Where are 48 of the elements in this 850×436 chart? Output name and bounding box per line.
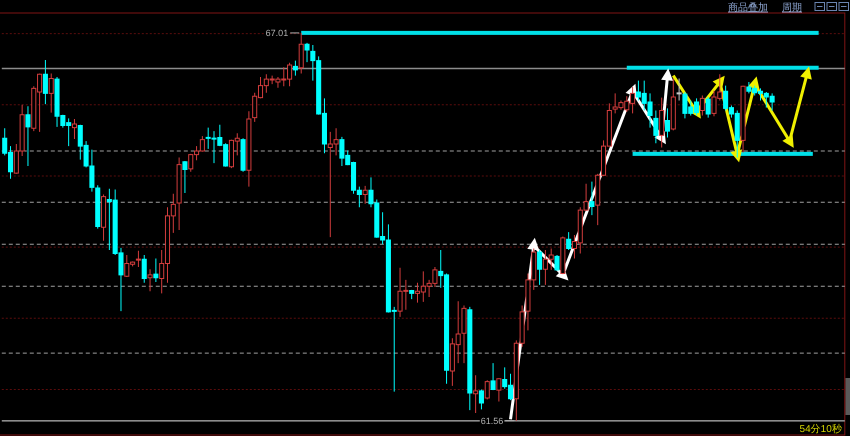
candlestick bbox=[409, 289, 414, 300]
annotation: 67.01 bbox=[266, 28, 288, 38]
candlestick bbox=[461, 304, 467, 364]
candlestick bbox=[484, 380, 490, 400]
candlestick bbox=[148, 268, 153, 292]
annotation: 周期 bbox=[782, 2, 802, 14]
candlestick bbox=[566, 232, 572, 250]
candlestick bbox=[473, 374, 478, 414]
annotation: 54分10秒 bbox=[800, 423, 842, 435]
candlestick bbox=[42, 59, 48, 105]
annotation: 61.56 bbox=[480, 416, 504, 426]
candlestick bbox=[246, 110, 252, 188]
candlestick bbox=[362, 185, 368, 204]
candlestick bbox=[25, 106, 30, 166]
candlestick bbox=[292, 60, 298, 76]
candlestick bbox=[142, 254, 147, 284]
candlestick bbox=[740, 85, 746, 153]
candlestick bbox=[240, 138, 246, 172]
candlestick bbox=[496, 378, 502, 402]
candlestick bbox=[153, 258, 158, 282]
point bbox=[782, 134, 794, 148]
candlestick bbox=[72, 118, 78, 140]
point bbox=[661, 68, 674, 81]
candlestick bbox=[490, 362, 496, 391]
candlestick bbox=[136, 250, 141, 268]
candlestick bbox=[537, 249, 542, 286]
candlestick bbox=[589, 181, 594, 216]
candlestick bbox=[467, 306, 472, 411]
candlestick bbox=[176, 156, 182, 231]
candlestick bbox=[48, 72, 54, 114]
candlestick bbox=[706, 96, 711, 118]
candlestick bbox=[653, 110, 658, 144]
candlestick bbox=[664, 108, 670, 138]
point bbox=[527, 238, 540, 250]
candlestick bbox=[304, 42, 310, 63]
point bbox=[800, 66, 812, 80]
candlestick bbox=[478, 388, 484, 410]
candlestick bbox=[700, 95, 705, 116]
point bbox=[748, 76, 760, 90]
candlestick bbox=[560, 236, 566, 275]
candlestick bbox=[182, 160, 188, 194]
candlestick bbox=[670, 78, 676, 131]
candlestick bbox=[676, 78, 682, 102]
candlestick bbox=[554, 254, 560, 272]
candlestick bbox=[659, 97, 664, 148]
candlestick bbox=[101, 194, 106, 242]
annotation: 商品叠加 bbox=[728, 2, 768, 14]
candlestick bbox=[298, 32, 304, 74]
